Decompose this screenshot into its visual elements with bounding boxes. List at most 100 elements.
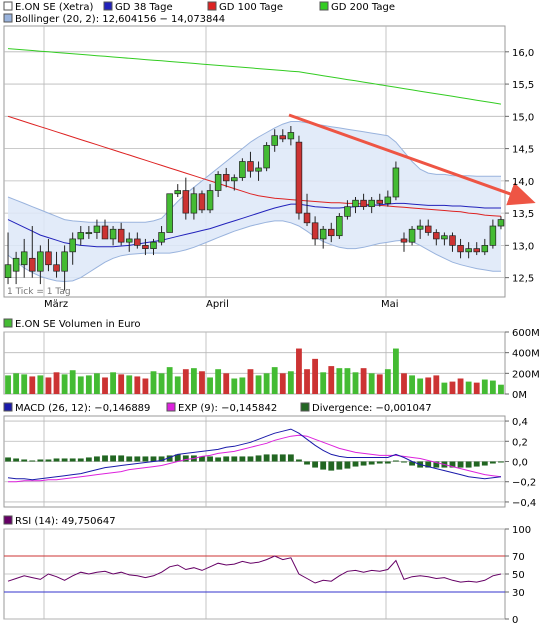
divergence-bar — [368, 461, 375, 465]
volume-bar — [457, 378, 464, 394]
divergence-bar — [287, 454, 294, 462]
candle — [239, 158, 246, 181]
candle-body — [198, 193, 206, 211]
y-tick-label: 15,5 — [512, 80, 534, 91]
y-tick-label: 200M — [512, 369, 540, 380]
volume-bar — [481, 379, 488, 394]
candle — [182, 177, 190, 220]
candle — [85, 226, 93, 239]
divergence-bar — [344, 461, 351, 469]
legend-gd100-label: GD 100 Tage — [219, 2, 283, 13]
volume-bar — [239, 377, 246, 394]
divergence-bar — [352, 461, 359, 467]
volume-bar — [287, 371, 294, 394]
candle — [37, 245, 44, 285]
divergence-bar — [207, 456, 213, 462]
divergence-bar — [481, 461, 488, 466]
candle-body — [12, 257, 20, 272]
volume-bar — [393, 348, 399, 394]
candle-body — [37, 251, 44, 272]
candlesticks — [4, 126, 505, 291]
legend-swatch-gd100 — [207, 1, 217, 11]
candle-body — [134, 238, 141, 246]
volume-bar — [473, 382, 480, 394]
trend-arrow — [288, 113, 536, 206]
divergence-bar — [37, 459, 44, 462]
y-tick-label: 400M — [512, 349, 540, 360]
moving-averages — [7, 48, 502, 248]
volume-bar — [360, 368, 367, 394]
candle — [424, 219, 432, 236]
candle — [481, 238, 489, 256]
divergence-bar — [21, 459, 28, 462]
candle-body — [473, 248, 480, 253]
divergence-bar — [247, 456, 254, 462]
legend-gd38-label: GD 38 Tage — [115, 2, 173, 13]
legend-swatch-volume — [3, 318, 13, 328]
candle — [457, 238, 464, 259]
candle-body — [311, 222, 319, 240]
candle — [400, 232, 408, 252]
candle — [166, 193, 173, 233]
candle-body — [344, 206, 351, 217]
divergence-bar — [94, 456, 100, 462]
volume-bar — [255, 375, 262, 394]
divergence-bar — [498, 461, 504, 463]
volume-bar — [223, 373, 230, 394]
y-tick-label: 100 — [512, 525, 531, 536]
y-tick-label: 30 — [512, 588, 525, 599]
volume-bar — [166, 367, 173, 394]
candle — [497, 216, 505, 230]
macd-line — [7, 428, 502, 481]
candle-body — [287, 132, 295, 140]
candle — [134, 232, 141, 249]
tick-footnote: 1 Tick = 1 Tag — [7, 287, 71, 297]
volume-bar — [158, 373, 165, 394]
volume-bar — [417, 378, 424, 394]
candle — [319, 226, 327, 249]
y-tick-label: 14,5 — [512, 145, 534, 156]
divergence-bar — [174, 454, 181, 462]
gd200-line — [7, 48, 502, 105]
candle — [416, 219, 424, 239]
divergence-bar — [393, 460, 399, 462]
divergence-bar — [166, 455, 173, 462]
candle — [61, 245, 68, 291]
candle-body — [376, 199, 384, 204]
candle — [449, 232, 456, 252]
volume-bar — [77, 376, 84, 394]
candle — [360, 193, 367, 210]
rsi-series-line — [7, 555, 502, 584]
volume-bar — [231, 378, 238, 394]
volume-bar — [296, 348, 302, 394]
divergence-bar — [231, 456, 238, 462]
candle-body — [392, 167, 400, 198]
volume-bar — [441, 382, 448, 394]
candle-body — [142, 245, 149, 249]
y-tick-label: 16,0 — [512, 48, 534, 59]
volume-bar — [174, 376, 181, 394]
candle — [311, 216, 319, 246]
volume-bar — [45, 377, 52, 394]
candle-body — [231, 177, 238, 182]
divergence-bar — [126, 456, 133, 462]
divergence-bar — [45, 459, 52, 462]
macd-lines — [7, 428, 502, 483]
volume-bar — [409, 375, 415, 394]
candle — [150, 238, 157, 256]
candle-body — [497, 219, 505, 227]
divergence-bar — [384, 461, 391, 464]
volume-bar — [312, 358, 319, 394]
volume-bar — [384, 369, 391, 394]
candle-body — [271, 135, 278, 146]
price-y-axis: 16,0 15,5 15,0 14,5 14,0 13,5 13,0 12,5 — [505, 48, 534, 285]
candle-body — [45, 251, 52, 266]
divergence-bar — [263, 454, 270, 462]
exp-label: EXP (9): −0,145842 — [178, 403, 277, 414]
candle-body — [279, 135, 287, 140]
candle-body — [190, 193, 198, 214]
volume-bar — [352, 372, 359, 394]
legend-swatch-exp — [166, 402, 176, 412]
exp-line — [8, 434, 502, 483]
y-tick-label: 50 — [512, 570, 525, 581]
